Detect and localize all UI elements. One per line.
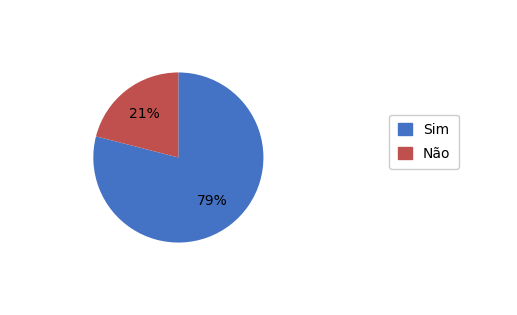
Text: 21%: 21% (129, 107, 160, 121)
Legend: Sim, Não: Sim, Não (389, 115, 459, 169)
Text: 79%: 79% (197, 194, 227, 208)
Wedge shape (93, 72, 264, 243)
Wedge shape (96, 72, 178, 158)
